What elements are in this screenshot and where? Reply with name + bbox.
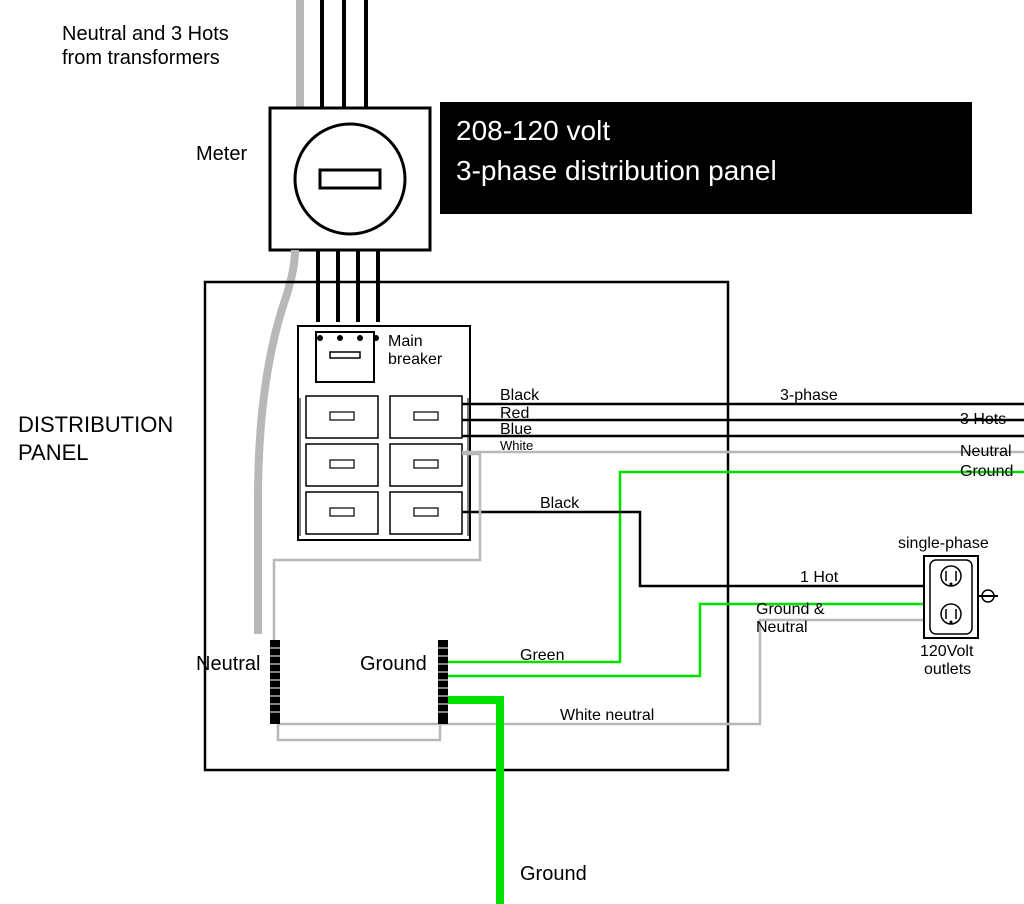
title-line2: 3-phase distribution panel: [456, 155, 777, 186]
wire-ground-earth: [448, 700, 500, 904]
meter-slot: [320, 170, 380, 188]
label-1hot: 1 Hot: [800, 569, 839, 586]
label-gn2: Neutral: [756, 619, 808, 636]
meter-label: Meter: [196, 143, 247, 165]
label-3phase: 3-phase: [780, 387, 838, 404]
main-breaker-switch: [330, 352, 360, 358]
label-white-neutral: White neutral: [560, 707, 654, 724]
main-breaker-label-2: breaker: [388, 351, 443, 368]
label-green: Green: [520, 647, 564, 664]
label-red: Red: [500, 405, 529, 422]
label-gn1: Ground &: [756, 601, 825, 618]
main-breaker-label-1: Main: [388, 333, 423, 350]
wire-black-1hot: [462, 512, 926, 586]
ground-bottom-label: Ground: [520, 863, 587, 885]
outlets-label: outlets: [924, 661, 971, 678]
label-white: White: [500, 438, 533, 453]
label-neutral-out: Neutral: [960, 443, 1012, 460]
neutral-bar-label: Neutral: [196, 653, 260, 675]
label-ground-out: Ground: [960, 463, 1013, 480]
dist-label-1: DISTRIBUTION: [18, 412, 173, 437]
ground-bar-label: Ground: [360, 653, 427, 675]
neutral-feed-wire: [258, 250, 295, 634]
wiring-diagram: 208-120 volt 3-phase distribution panel …: [0, 0, 1024, 904]
label-blue: Blue: [500, 421, 532, 438]
v120-label: 120Volt: [920, 643, 974, 660]
label-black2: Black: [540, 495, 580, 512]
wire-ground-outlet: [448, 604, 926, 676]
ground-bar: [438, 640, 448, 724]
incoming-label-2: from transformers: [62, 47, 220, 69]
incoming-label-1: Neutral and 3 Hots: [62, 23, 229, 45]
title-line1: 208-120 volt: [456, 115, 610, 146]
single-phase-label: single-phase: [898, 535, 989, 552]
neutral-bar: [270, 640, 280, 724]
neutral-ground-link: [278, 712, 440, 740]
dist-label-2: PANEL: [18, 440, 89, 465]
label-black: Black: [500, 387, 540, 404]
label-3hots: 3 Hots: [960, 411, 1006, 428]
